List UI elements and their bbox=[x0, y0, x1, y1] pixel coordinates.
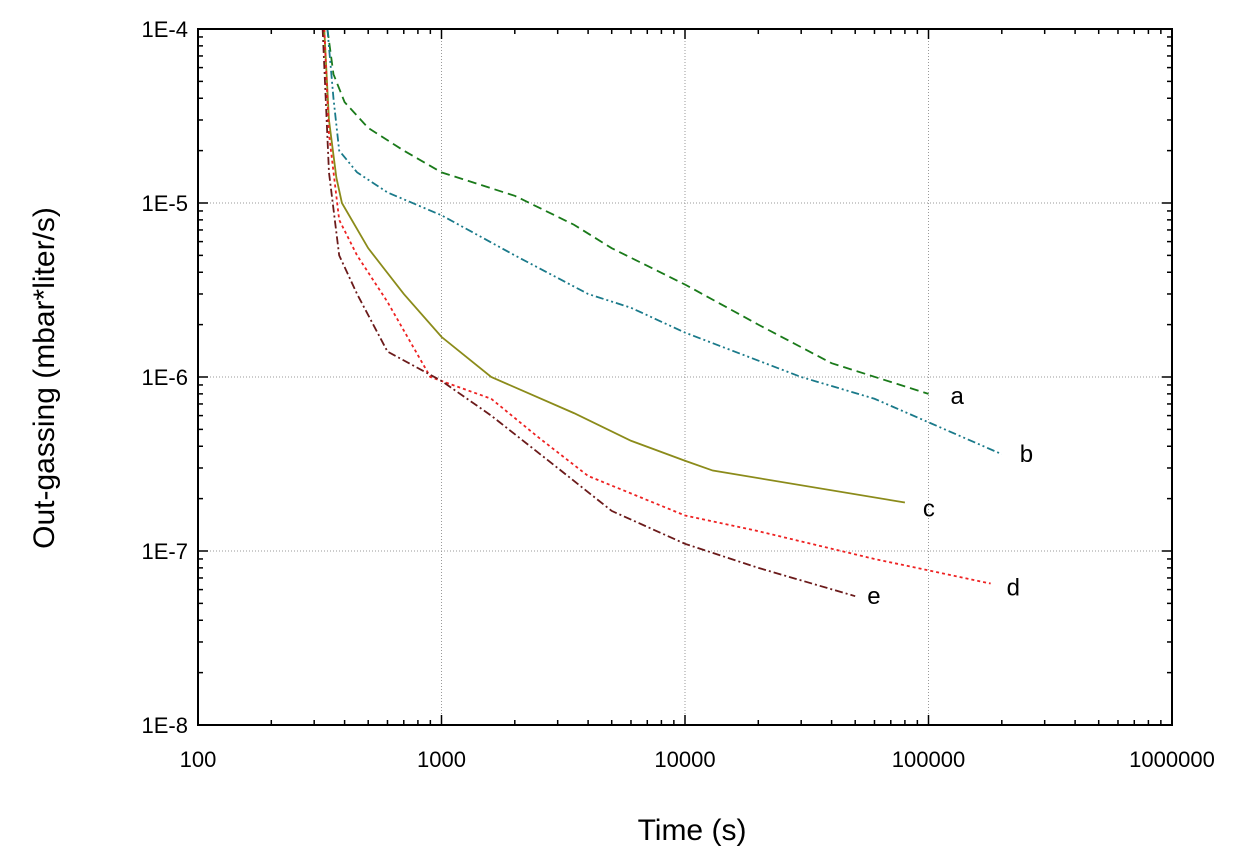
series-line-d bbox=[323, 28, 991, 585]
y-tick-label: 1E-6 bbox=[142, 365, 188, 390]
y-tick-label: 1E-8 bbox=[142, 713, 188, 738]
series-line-e bbox=[321, 28, 856, 598]
series-layer bbox=[321, 28, 1003, 598]
y-tick-label: 1E-7 bbox=[142, 539, 188, 564]
series-label-e: e bbox=[867, 583, 880, 610]
series-label-b: b bbox=[1020, 441, 1033, 468]
x-axis-title: Time (s) bbox=[638, 814, 747, 847]
series-label-d: d bbox=[1007, 575, 1020, 602]
x-tick-label: 10000 bbox=[654, 747, 715, 772]
series-line-c bbox=[323, 28, 906, 504]
x-tick-label: 1000 bbox=[417, 747, 466, 772]
series-line-a bbox=[326, 28, 929, 395]
series-labels: a b c d e bbox=[867, 383, 1033, 610]
series-label-a: a bbox=[951, 383, 965, 410]
x-tick-label: 100000 bbox=[892, 747, 965, 772]
y-axis-title: Out-gassing (mbar*liter/s) bbox=[28, 207, 61, 549]
series-label-c: c bbox=[923, 495, 935, 522]
series-line-b bbox=[326, 28, 1003, 456]
tick-labels: 100 1000 10000 100000 1000000 1E-8 1E-7 1E-6 1E-… bbox=[142, 17, 1215, 772]
y-tick-label: 1E-5 bbox=[142, 191, 188, 216]
ticks-layer bbox=[197, 28, 1173, 726]
y-tick-label: 1E-4 bbox=[142, 17, 188, 42]
x-tick-label: 100 bbox=[180, 747, 217, 772]
grid-layer bbox=[198, 29, 1172, 725]
x-tick-label: 1000000 bbox=[1129, 747, 1215, 772]
